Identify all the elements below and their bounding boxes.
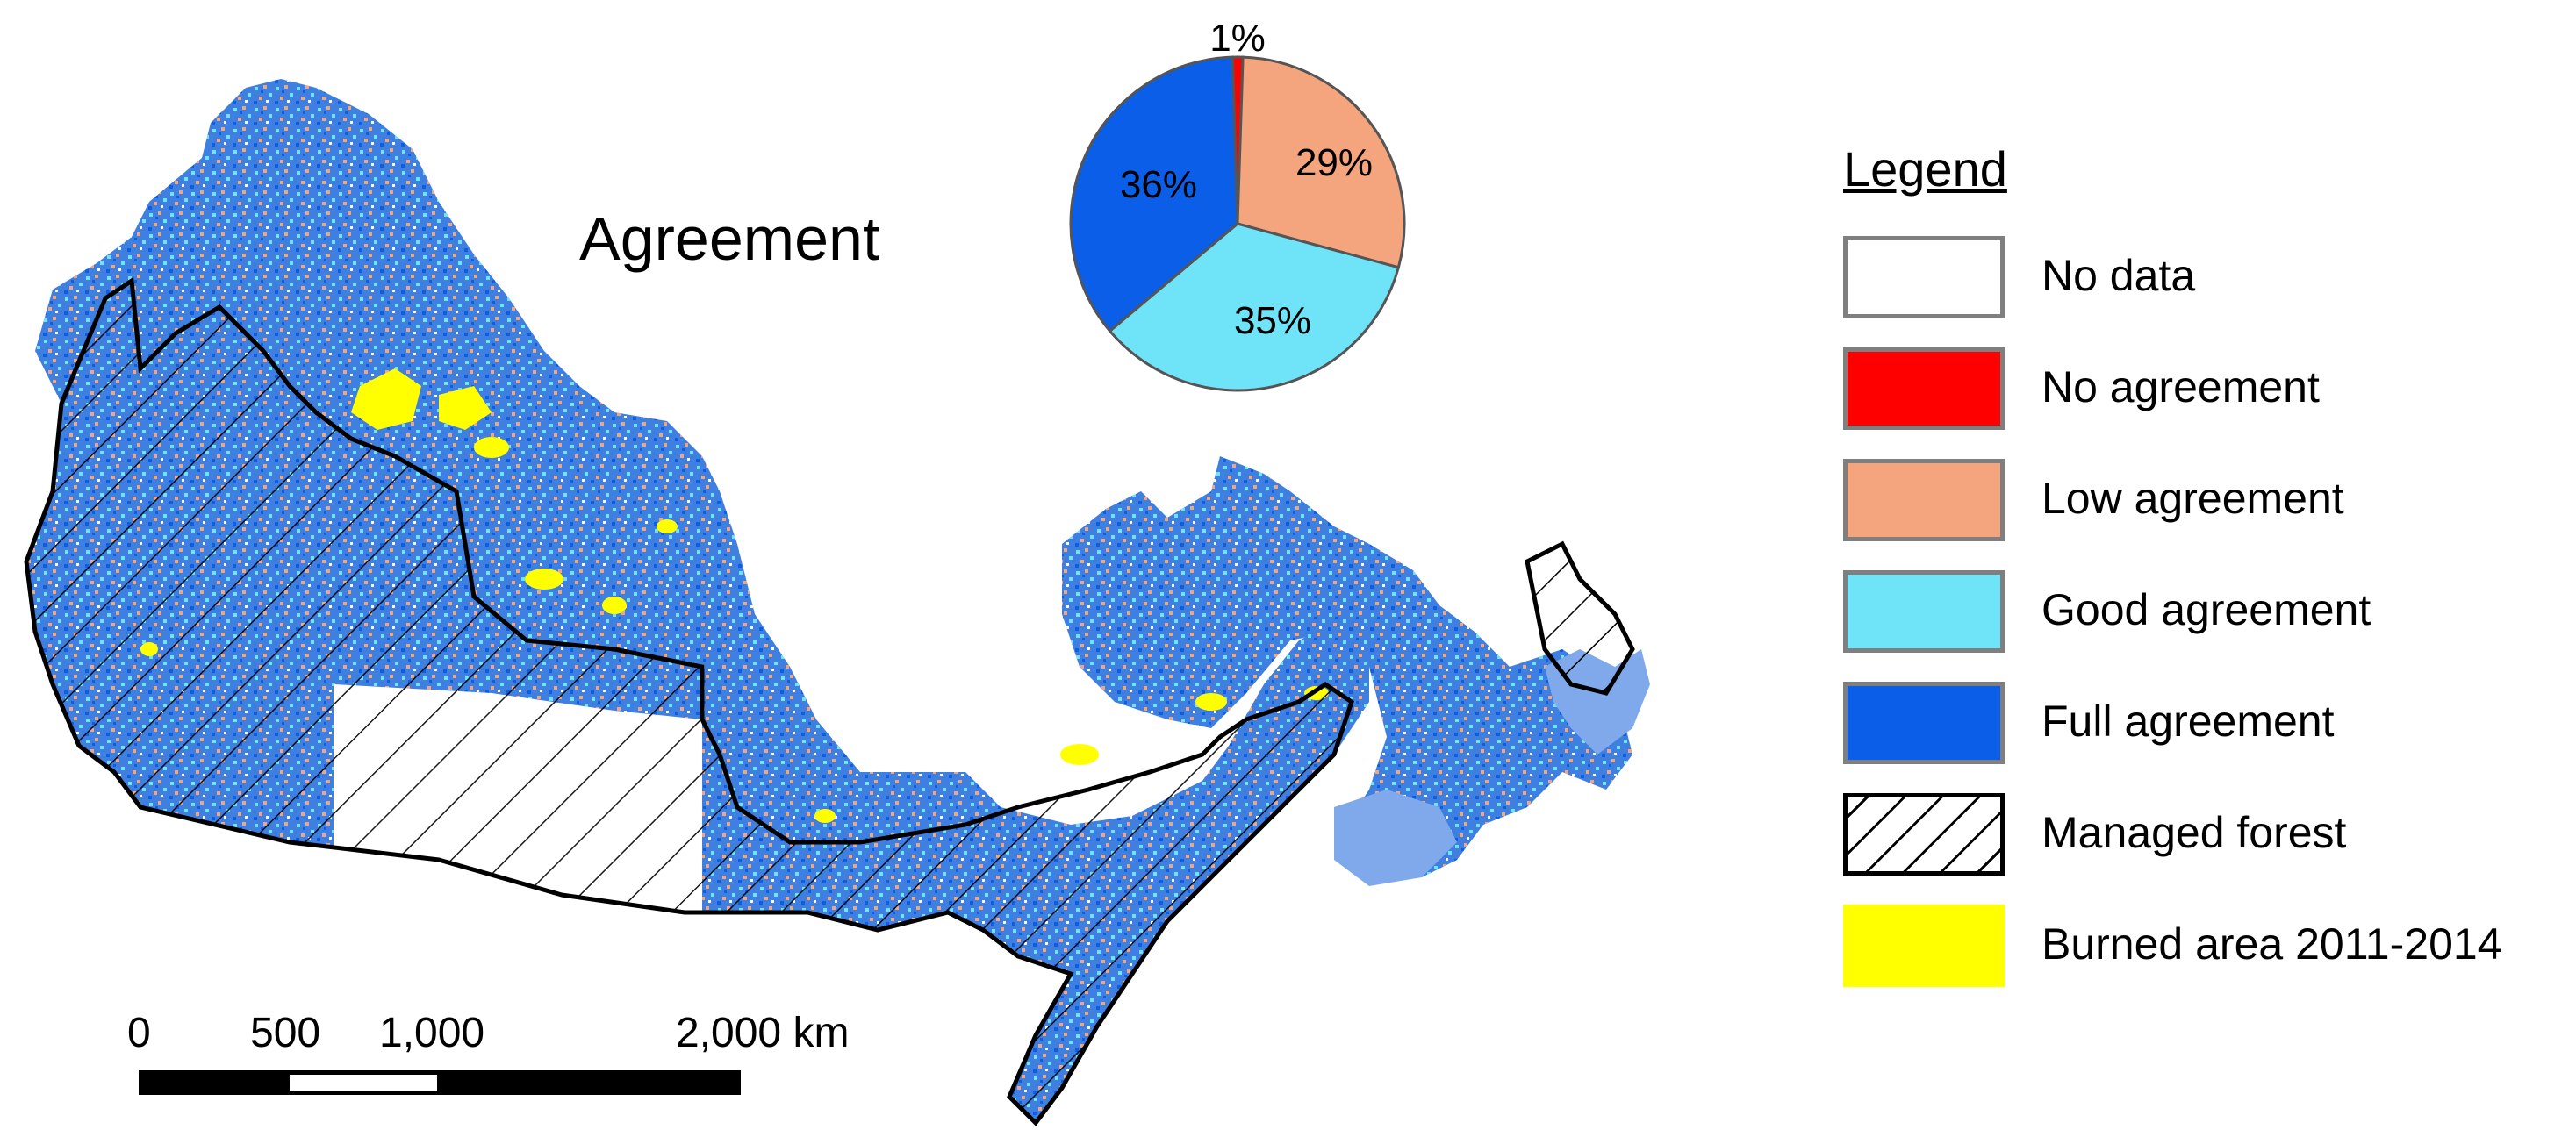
legend-swatch-full-agreement [1843, 682, 2005, 764]
legend-label-no-data: No data [2041, 251, 2196, 300]
legend-label-burned-area: Burned area 2011-2014 [2041, 919, 2502, 969]
legend-item-full-agreement: Full agreement [1843, 682, 2563, 769]
pie-slice-29pct [1236, 55, 1406, 269]
legend-item-burned-area: Burned area 2011-2014 [1843, 905, 2563, 992]
legend-swatch-low-agreement [1843, 459, 2005, 541]
legend-item-good-agreement: Good agreement [1843, 570, 2563, 658]
scale-label-500: 500 [250, 1010, 321, 1056]
legend-swatch-burned-area [1843, 905, 2005, 987]
legend-label-managed-forest: Managed forest [2041, 808, 2347, 857]
map-managed-forest [24, 276, 1635, 1126]
legend-label-low-agreement: Low agreement [2041, 474, 2344, 523]
legend-label-good-agreement: Good agreement [2041, 585, 2371, 634]
legend-label-full-agreement: Full agreement [2041, 697, 2335, 746]
pie-label-35pct: 35% [1234, 299, 1311, 342]
legend-item-managed-forest: Managed forest [1843, 793, 2563, 881]
pie-label-29pct: 29% [1295, 141, 1373, 184]
scale-bar [139, 1070, 741, 1095]
pie-slice-36pct [1069, 55, 1239, 333]
legend: Legend No data No agreement Low agreemen… [1843, 140, 2563, 1016]
scale-bar-white-segment [290, 1075, 437, 1091]
pie-label-1pct: 1% [1209, 17, 1266, 60]
legend-item-no-data: No data [1843, 236, 2563, 324]
legend-item-no-agreement: No agreement [1843, 347, 2563, 435]
legend-label-no-agreement: No agreement [2041, 362, 2320, 411]
legend-swatch-managed-forest [1843, 793, 2005, 876]
legend-swatch-no-data [1843, 236, 2005, 318]
map-land-east [1062, 456, 1650, 886]
map-title: Agreement [579, 204, 880, 273]
legend-item-low-agreement: Low agreement [1843, 459, 2563, 547]
legend-swatch-good-agreement [1843, 570, 2005, 653]
pie-slice-35pct [1108, 222, 1401, 392]
scale-label-1000: 1,000 [379, 1010, 485, 1056]
scale-label-2000-km: 2,000 km [676, 1010, 850, 1056]
legend-swatch-no-agreement [1843, 347, 2005, 430]
scale-bar-frame [139, 1070, 741, 1095]
legend-title: Legend [1843, 141, 2007, 197]
pie-label-36pct: 36% [1120, 163, 1197, 206]
agreement-pie-chart: 1% 29% 35% 36% [1069, 17, 1406, 392]
scale-label-0: 0 [127, 1010, 151, 1056]
map-hudson-bay [974, 667, 1106, 807]
